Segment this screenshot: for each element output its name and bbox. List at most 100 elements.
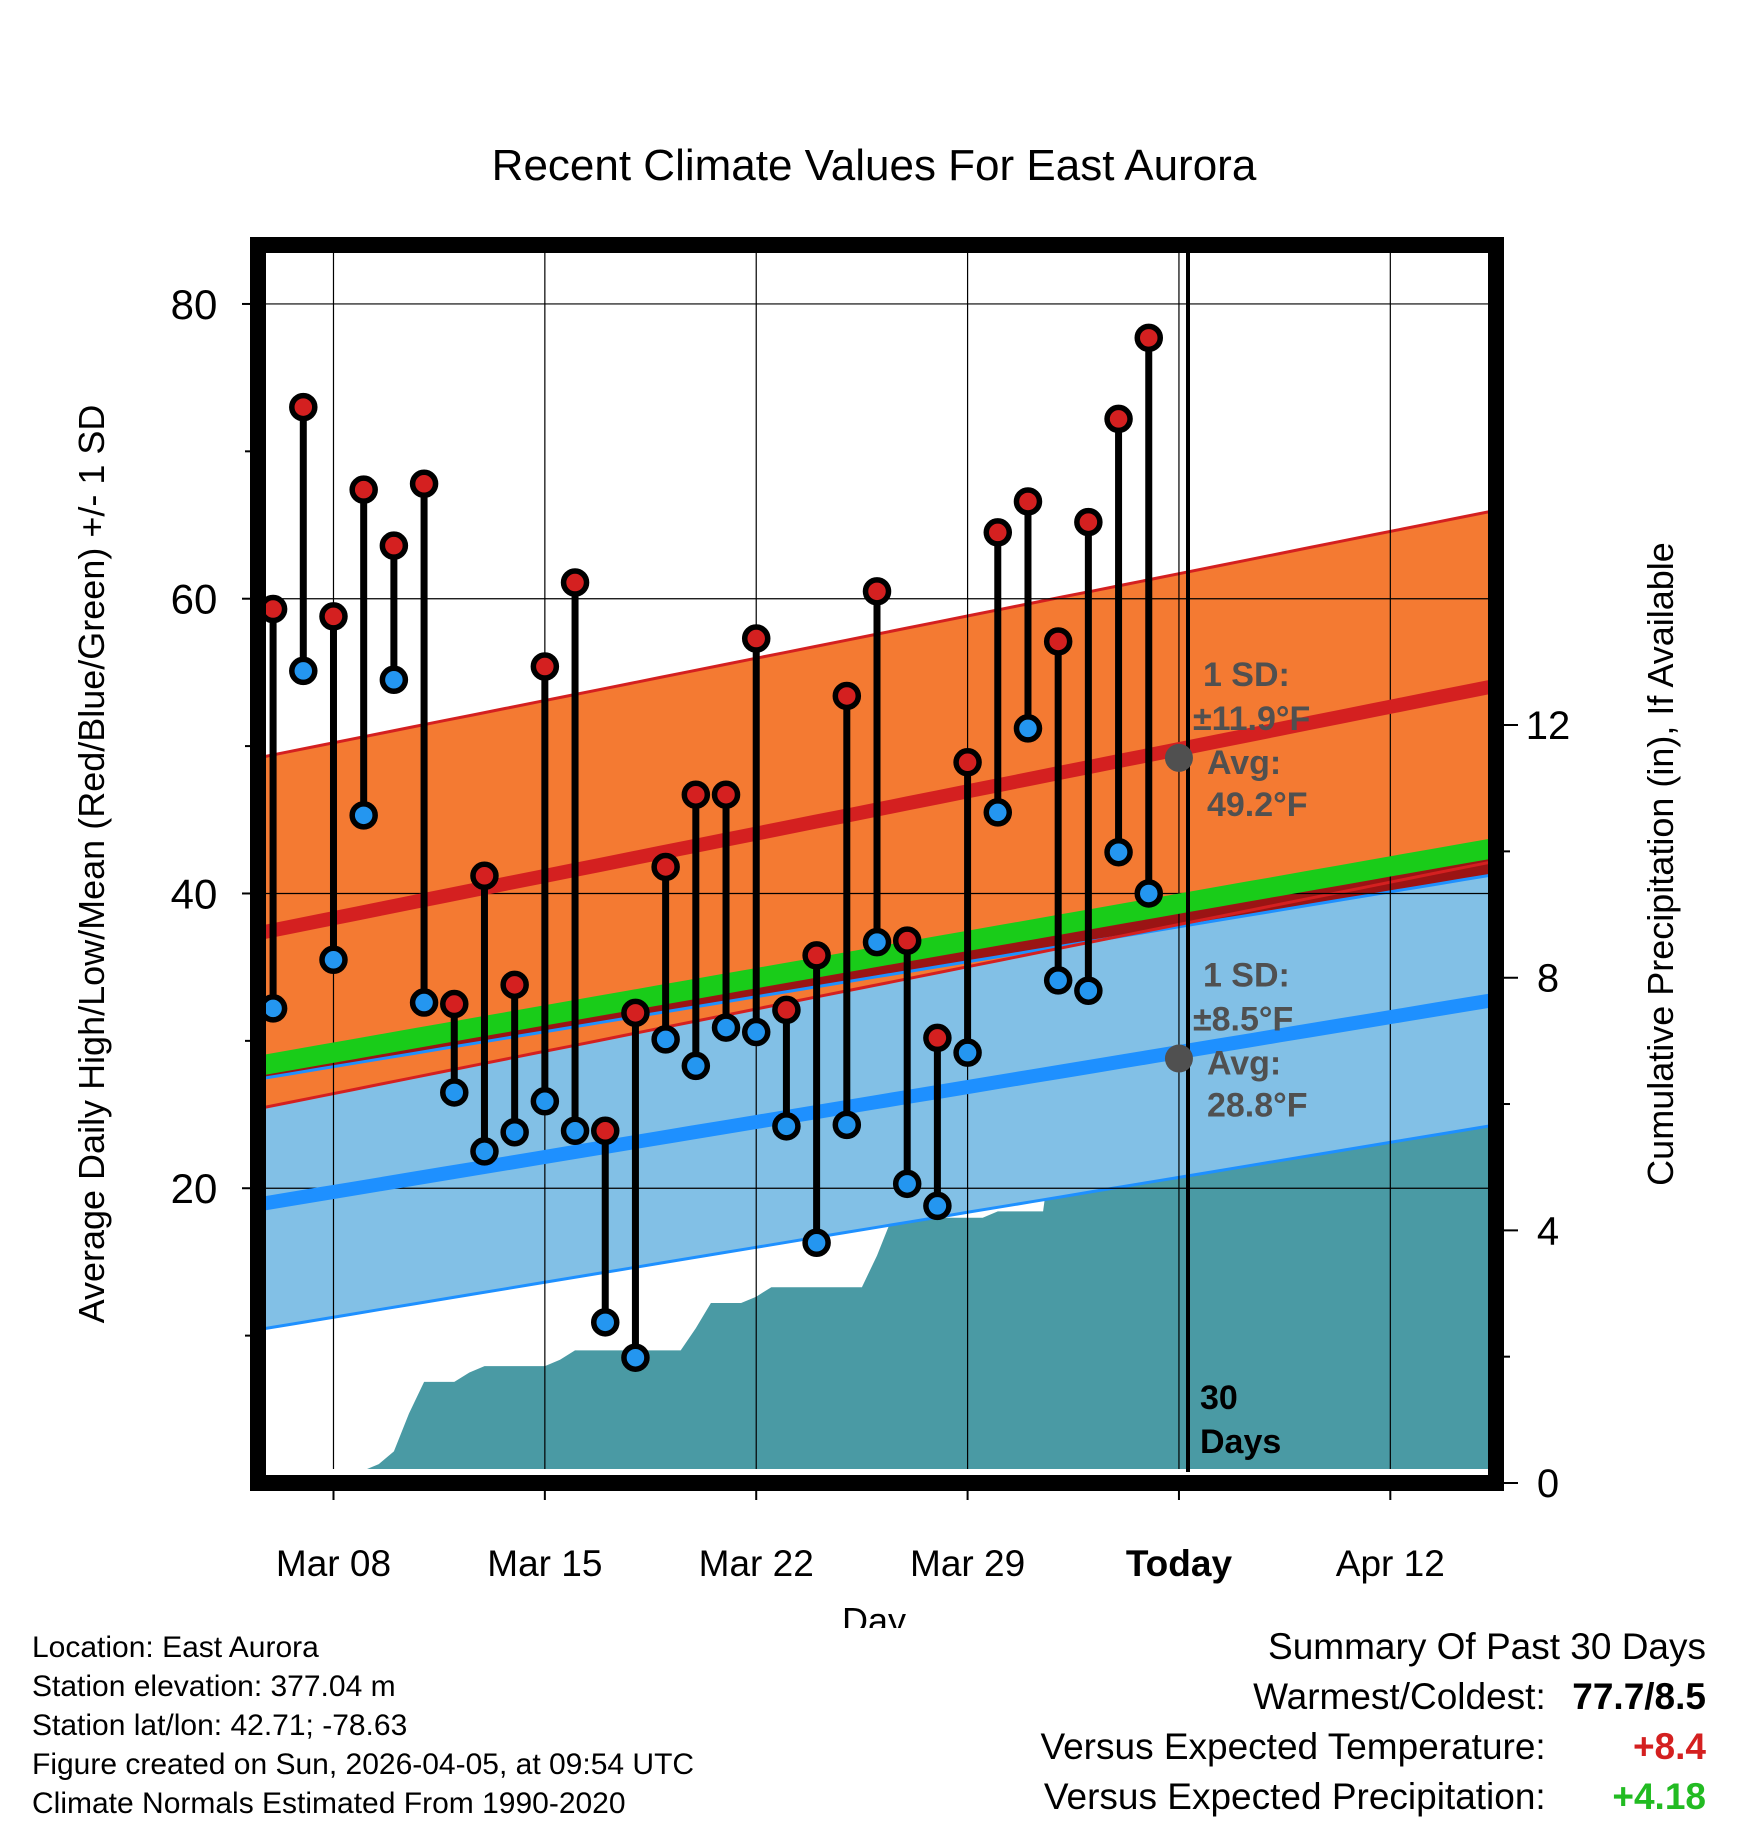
daily-high-point: [560, 568, 590, 597]
y-axis-label: Average Daily High/Low/Mean (Red/Blue/Gr…: [71, 405, 112, 1324]
daily-low-point: [862, 927, 892, 957]
daily-high-point: [621, 998, 650, 1028]
low-sd-label: 1 SD:: [1203, 957, 1290, 995]
daily-low-point: [319, 945, 348, 975]
high-sd-label: 1 SD:: [1203, 656, 1290, 694]
daily-low-point: [379, 665, 409, 695]
summary-panel: Summary Of Past 30 Days Warmest/Coldest:…: [1040, 1622, 1706, 1822]
daily-low-point: [470, 1137, 499, 1166]
daily-high-point: [711, 780, 741, 809]
daily-low-point: [832, 1110, 862, 1140]
daily-high-point: [590, 1116, 620, 1146]
daily-high-point: [1134, 323, 1164, 353]
low-avg-label: Avg:: [1207, 1045, 1281, 1083]
daily-low-point: [621, 1343, 650, 1372]
daily-high-point: [409, 469, 439, 499]
y-tick-label: 40: [171, 870, 218, 917]
daily-high-point: [983, 518, 1013, 547]
daily-low-point: [802, 1228, 831, 1258]
summary-warmest-value: 77.7/8.5: [1572, 1676, 1706, 1717]
daily-low-point: [1104, 837, 1133, 867]
summary-warmest-label: Warmest/Coldest:: [1253, 1676, 1546, 1717]
daily-low-point: [560, 1116, 590, 1146]
daily-low-point: [349, 801, 378, 830]
daily-low-point: [983, 798, 1013, 827]
daily-low-point: [1043, 966, 1073, 995]
daily-high-point: [892, 926, 922, 955]
daily-high-point: [923, 1023, 952, 1053]
today-label-line2: Days: [1200, 1423, 1281, 1461]
daily-low-point: [289, 656, 318, 686]
y-tick-label: 60: [171, 576, 218, 623]
daily-low-point: [892, 1169, 922, 1199]
daily-low-point: [530, 1087, 560, 1116]
info-latlon: Station lat/lon: 42.71; -78.63: [32, 1709, 408, 1742]
daily-low-point: [741, 1017, 771, 1047]
high-avg-label: Avg:: [1207, 744, 1281, 782]
summary-temp-label: Versus Expected Temperature:: [1040, 1726, 1546, 1767]
daily-high-point: [802, 941, 831, 970]
daily-high-point: [741, 624, 771, 653]
daily-low-point: [711, 1013, 741, 1042]
info-elevation: Station elevation: 377.04 m: [32, 1670, 396, 1703]
daily-low-point: [923, 1191, 952, 1221]
plot-frame: [250, 237, 1504, 1491]
x-tick-label: Today: [1126, 1543, 1233, 1584]
daily-high-point: [862, 577, 892, 606]
x-tick-label: Apr 12: [1336, 1543, 1445, 1584]
summary-precip-row: Versus Expected Precipitation: +4.18: [1040, 1772, 1706, 1822]
daily-low-point: [1134, 879, 1164, 908]
daily-low-point: [1074, 976, 1103, 1005]
daily-high-point: [651, 852, 680, 882]
x-tick-label: Mar 29: [910, 1543, 1025, 1584]
daily-high-point: [500, 970, 529, 1000]
daily-high-point: [379, 531, 409, 560]
daily-low-point: [953, 1038, 982, 1067]
x-axis-label: Day: [842, 1600, 906, 1628]
y2-tick-label: 8: [1537, 957, 1559, 1001]
normal-low-line: [258, 992, 1496, 1212]
station-info: Location: East Aurora Station elevation:…: [32, 1628, 694, 1823]
info-location: Location: East Aurora: [32, 1631, 319, 1664]
daily-high-point: [319, 602, 348, 631]
daily-high-point: [1074, 507, 1103, 537]
summary-precip-label: Versus Expected Precipitation:: [1043, 1776, 1546, 1817]
daily-low-point: [1013, 714, 1043, 743]
daily-high-point: [1013, 487, 1043, 516]
daily-low-point: [500, 1117, 529, 1147]
daily-high-point: [1043, 627, 1073, 656]
daily-high-point: [289, 392, 318, 422]
daily-low-point: [772, 1112, 801, 1141]
x-tick-label: Mar 22: [699, 1543, 814, 1584]
daily-high-point: [530, 652, 560, 681]
low-sd-value: ±8.5°F: [1193, 1001, 1293, 1039]
low-sd-upper-edge: [258, 872, 1496, 1081]
summary-precip-value: +4.18: [1612, 1776, 1706, 1817]
daily-high-point: [440, 989, 469, 1019]
x-tick-label: Mar 08: [276, 1543, 391, 1584]
daily-low-point: [409, 988, 439, 1017]
normal-mean-line: [258, 837, 1496, 1076]
high-avg-value: 49.2°F: [1207, 786, 1308, 824]
summary-temp-row: Versus Expected Temperature: +8.4: [1040, 1722, 1706, 1772]
daily-high-point: [470, 861, 499, 891]
daily-high-point: [953, 748, 982, 777]
x-tick-label: Mar 15: [487, 1543, 602, 1584]
y2-axis-label: Cumulative Precipitation (in), If Availa…: [1640, 542, 1681, 1186]
high-sd-value: ±11.9°F: [1193, 700, 1310, 738]
y2-tick-label: 12: [1526, 704, 1571, 748]
low-avg-dot: [1164, 1044, 1193, 1073]
climate-chart: Recent Climate Values For East Aurora 20…: [71, 141, 1681, 1628]
daily-high-point: [349, 475, 378, 504]
y2-tick-label: 0: [1537, 1462, 1559, 1506]
daily-low-point: [651, 1025, 680, 1054]
daily-high-point: [681, 780, 711, 809]
low-sd-lower-edge: [258, 1123, 1496, 1332]
summary-temp-value: +8.4: [1632, 1726, 1706, 1767]
low-avg-value: 28.8°F: [1207, 1087, 1308, 1125]
plot-area: [258, 245, 1496, 1469]
summary-title: Summary Of Past 30 Days: [1268, 1626, 1706, 1667]
summary-warmest-row: Warmest/Coldest: 77.7/8.5: [1040, 1672, 1706, 1722]
daily-high-point: [772, 995, 801, 1025]
y-tick-label: 20: [171, 1165, 218, 1212]
